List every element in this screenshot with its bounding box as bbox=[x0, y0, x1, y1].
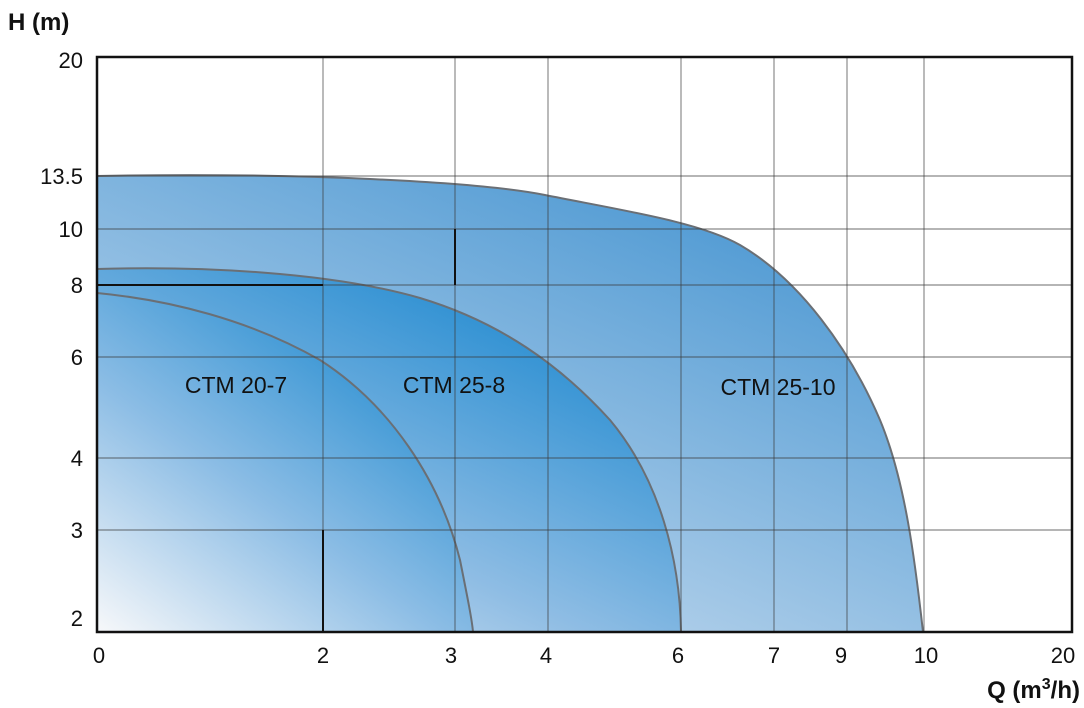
x-tick-label: 10 bbox=[914, 643, 938, 668]
x-tick-label: 9 bbox=[835, 643, 847, 668]
x-tick-label: 7 bbox=[768, 643, 780, 668]
series-label-ctm-25-10: CTM 25-10 bbox=[720, 374, 835, 400]
y-axis-title: H (m) bbox=[8, 9, 69, 36]
y-tick-label: 4 bbox=[71, 446, 83, 471]
y-tick-label: 2 bbox=[71, 606, 83, 631]
x-tick-label: 2 bbox=[317, 643, 329, 668]
x-tick-label: 20 bbox=[1051, 643, 1075, 668]
y-tick-label: 3 bbox=[71, 518, 83, 543]
x-tick-label: 0 bbox=[93, 643, 105, 668]
x-tick-label: 6 bbox=[672, 643, 684, 668]
series-area-ctm-20-7 bbox=[96, 291, 475, 633]
y-tick-label: 6 bbox=[71, 345, 83, 370]
x-axis-title-main: Q (m bbox=[987, 677, 1042, 704]
x-axis-title-superscript: 3 bbox=[1042, 676, 1051, 693]
grid-lines bbox=[97, 57, 1072, 632]
y-tick-label: 20 bbox=[59, 48, 83, 73]
y-tick-label: 10 bbox=[59, 217, 83, 242]
x-axis-title-end: /h) bbox=[1051, 677, 1080, 704]
plot-frame bbox=[95, 55, 1074, 634]
series-label-ctm-25-8: CTM 25-8 bbox=[403, 372, 505, 398]
x-tick-label: 3 bbox=[445, 643, 457, 668]
y-tick-label: 8 bbox=[71, 273, 83, 298]
series-label-ctm-20-7: CTM 20-7 bbox=[185, 372, 287, 398]
y-tick-label: 13.5 bbox=[40, 164, 83, 189]
x-axis-title: Q (m3/h) bbox=[987, 676, 1080, 704]
x-tick-label: 4 bbox=[540, 643, 552, 668]
